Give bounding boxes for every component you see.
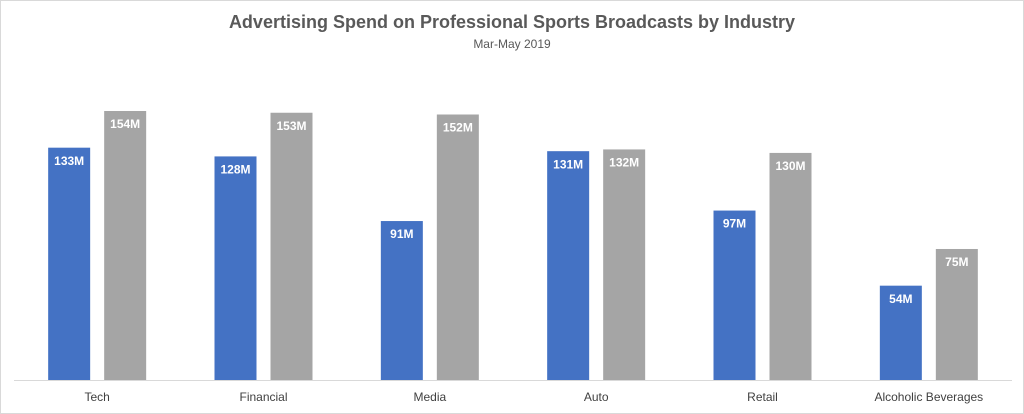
bar [48,147,91,380]
x-tick-label: Auto [584,390,609,404]
bar [769,152,812,380]
value-label: 75M [945,255,968,269]
value-label: 130M [775,159,805,173]
bar [713,210,756,380]
value-label: 152M [443,121,473,135]
value-label: 97M [723,217,746,231]
value-label: 91M [390,227,413,241]
value-label: 128M [220,163,250,177]
bar [214,156,257,380]
x-tick-label: Tech [84,390,109,404]
value-label: 153M [276,119,306,133]
bar [270,112,313,380]
bar [104,111,147,380]
value-label: 154M [110,117,140,131]
chart-subtitle: Mar-May 2019 [473,37,551,51]
bar [935,248,978,380]
bar [603,149,646,380]
value-label: 133M [54,154,84,168]
bar [879,285,922,380]
x-tick-label: Retail [747,390,778,404]
bar [380,221,423,380]
value-label: 132M [609,156,639,170]
value-label: 131M [553,157,583,171]
x-tick-label: Media [413,390,446,404]
x-tick-label: Financial [239,390,287,404]
value-label: 54M [889,292,912,306]
x-tick-label: Alcoholic Beverages [874,390,983,404]
bar [547,151,590,380]
chart-title: Advertising Spend on Professional Sports… [229,12,795,32]
bar [436,114,479,381]
